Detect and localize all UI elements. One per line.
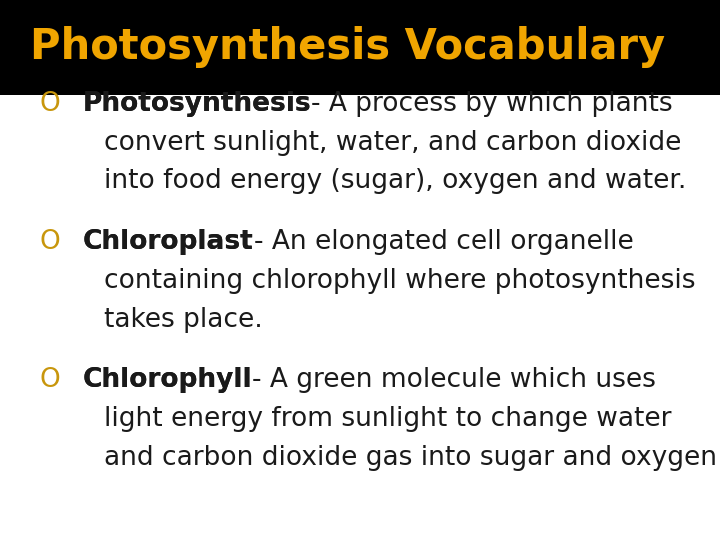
Text: O: O [40,91,60,117]
Text: O: O [40,367,60,393]
Text: Photosynthesis: Photosynthesis [83,91,312,117]
Text: - A green molecule which uses: - A green molecule which uses [253,367,657,393]
Text: takes place.: takes place. [104,307,263,333]
Bar [0,0,720,94]
Text: O: O [40,229,60,255]
Text: Photosynthesis: Photosynthesis [83,91,312,117]
Text: Chloroplast: Chloroplast [83,229,253,255]
Text: and carbon dioxide gas into sugar and oxygen: and carbon dioxide gas into sugar and ox… [104,445,717,471]
Text: Chloroplast: Chloroplast [83,229,253,255]
Text: Photosynthesis Vocabulary: Photosynthesis Vocabulary [30,26,665,68]
Text: into food energy (sugar), oxygen and water.: into food energy (sugar), oxygen and wat… [104,168,687,194]
Text: containing chlorophyll where photosynthesis: containing chlorophyll where photosynthe… [104,268,696,294]
Text: Chlorophyll: Chlorophyll [83,367,253,393]
Text: light energy from sunlight to change water: light energy from sunlight to change wat… [104,406,672,432]
Text: Chlorophyll: Chlorophyll [83,367,253,393]
Text: convert sunlight, water, and carbon dioxide: convert sunlight, water, and carbon diox… [104,130,682,156]
Text: - An elongated cell organelle: - An elongated cell organelle [253,229,634,255]
Text: - A process by which plants: - A process by which plants [312,91,673,117]
